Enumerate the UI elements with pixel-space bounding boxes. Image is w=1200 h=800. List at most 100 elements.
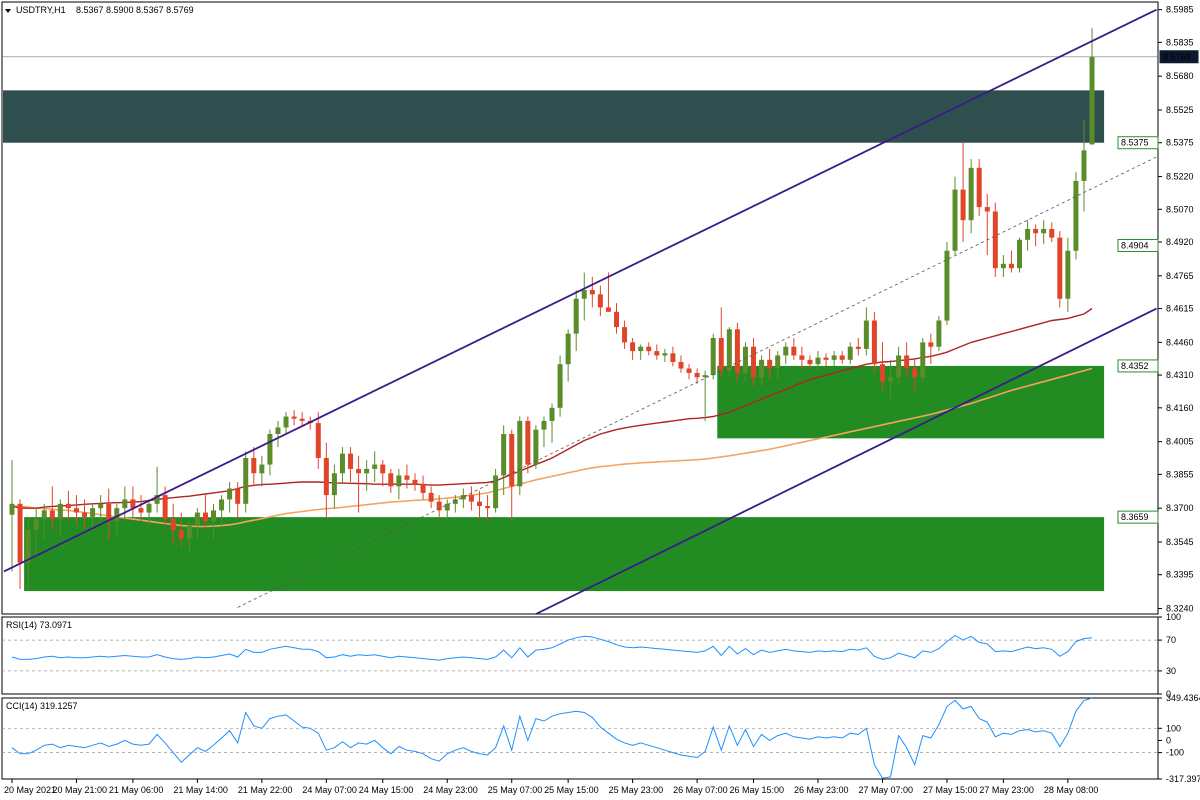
candle [57, 499, 63, 537]
candle [49, 486, 55, 530]
candle-body [605, 307, 611, 312]
candle-body [130, 499, 136, 509]
candle-body [879, 364, 885, 382]
channel-line-1 [535, 307, 1157, 614]
candle-body [138, 508, 144, 513]
candle [920, 338, 926, 382]
candle [525, 416, 531, 474]
candle-body [815, 357, 821, 365]
cci-pane[interactable]: 349.4364 100 0 -100 -317.397 CCI(14) 319.1257 [1, 693, 1200, 784]
price-label-box [1159, 50, 1199, 64]
candle-body [17, 503, 23, 563]
time-tick-label: 21 May 06:00 [109, 785, 164, 795]
candle-body [275, 427, 281, 434]
candle-body [388, 473, 394, 487]
osc-tick-label: 100 [1166, 612, 1181, 622]
candle-body [622, 327, 628, 343]
candle [791, 338, 797, 360]
candle [670, 346, 676, 367]
candle [509, 429, 515, 522]
candle-body [106, 503, 112, 522]
candle-body [146, 503, 152, 513]
candle [960, 141, 966, 242]
candle [243, 451, 249, 513]
candle-body [1000, 263, 1006, 269]
candle-body [799, 355, 805, 360]
channel-line-2 [237, 156, 1157, 608]
moving-average-fast [11, 307, 1093, 509]
candle-body [82, 512, 88, 517]
candle-body [855, 346, 861, 349]
candle [90, 503, 96, 530]
candle-body [646, 346, 652, 352]
candle-body [65, 503, 71, 509]
candle-body [533, 429, 539, 465]
candle [186, 521, 192, 552]
candle [364, 460, 370, 491]
candle-body [235, 488, 241, 504]
candle [138, 495, 144, 522]
candle [622, 320, 628, 349]
candle [259, 455, 265, 487]
dropdown-triangle-icon[interactable] [5, 9, 11, 13]
candle-body [1081, 150, 1087, 181]
time-tick-label: 20 May 21:00 [52, 785, 107, 795]
candle [718, 307, 724, 378]
candle [452, 495, 458, 513]
candle [751, 338, 757, 386]
time-tick-label: 26 May 07:00 [673, 785, 728, 795]
candle-body [1073, 180, 1079, 251]
candle [767, 348, 773, 380]
candle-body [976, 167, 982, 208]
candle [404, 464, 410, 489]
candle-body [734, 329, 740, 373]
candle [444, 499, 450, 520]
candle [944, 242, 950, 325]
candle-body [920, 342, 926, 378]
candle [614, 303, 619, 334]
price-tick-label: 8.5525 [1166, 105, 1194, 115]
candle [251, 447, 257, 487]
candle-body [412, 479, 418, 485]
candle-body [348, 453, 354, 469]
time-tick-label: 25 May 23:00 [609, 785, 664, 795]
candle-body [863, 320, 869, 349]
candle [25, 519, 31, 592]
candle-body [41, 510, 47, 520]
price-tick-label: 8.4310 [1166, 370, 1194, 380]
price-label-box [1117, 136, 1159, 150]
candle [194, 508, 200, 539]
candle-body [73, 508, 79, 513]
candle-body [888, 377, 894, 382]
candle [823, 353, 829, 367]
candle-body [614, 311, 619, 328]
price-label-box [1117, 238, 1159, 252]
rsi-pane[interactable]: 100 70 30 0 RSI(14) 73.0971 [1, 612, 1181, 699]
price-pane[interactable]: 8.5985 8.5835 8.5680 8.5525 8.5375 8.5220 8.50… [1, 1, 1199, 615]
candle-body [186, 525, 192, 539]
candle-body [871, 320, 877, 365]
time-tick-label: 25 May 15:00 [544, 785, 599, 795]
candle-body [654, 351, 660, 356]
candle [356, 455, 362, 513]
price-tick-label: 8.4460 [1166, 337, 1194, 347]
candle [638, 344, 644, 360]
candle [146, 499, 152, 526]
candle-body [114, 508, 120, 522]
candle-body [33, 519, 39, 530]
price-label-box [1117, 359, 1159, 373]
candle-body [984, 207, 990, 212]
candle [1033, 224, 1039, 247]
osc-tick-label: 0 [1166, 689, 1171, 699]
candle-body [9, 503, 15, 515]
candle-body [25, 530, 31, 563]
price-tick-label: 8.5220 [1166, 172, 1194, 182]
candle [348, 447, 354, 482]
candle [952, 176, 958, 256]
candle-body [1057, 237, 1063, 299]
osc-tick-label: -100 [1166, 748, 1184, 758]
candle-body [968, 167, 974, 221]
candle-body [1008, 263, 1014, 269]
candle [662, 348, 668, 362]
cci-line-label: CCI(14) 319.1257 [6, 701, 78, 711]
